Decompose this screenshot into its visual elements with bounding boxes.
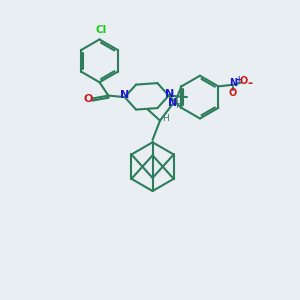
Text: O: O bbox=[229, 88, 237, 98]
Text: N: N bbox=[165, 88, 175, 98]
Text: -: - bbox=[248, 77, 253, 90]
Text: H: H bbox=[162, 114, 169, 123]
Text: N: N bbox=[168, 98, 177, 108]
Text: O: O bbox=[240, 76, 248, 86]
Text: Cl: Cl bbox=[95, 25, 106, 35]
Text: N: N bbox=[229, 78, 237, 88]
Text: +: + bbox=[235, 75, 241, 84]
Text: N: N bbox=[120, 90, 130, 100]
Text: O: O bbox=[84, 94, 93, 103]
Text: H: H bbox=[176, 100, 184, 110]
